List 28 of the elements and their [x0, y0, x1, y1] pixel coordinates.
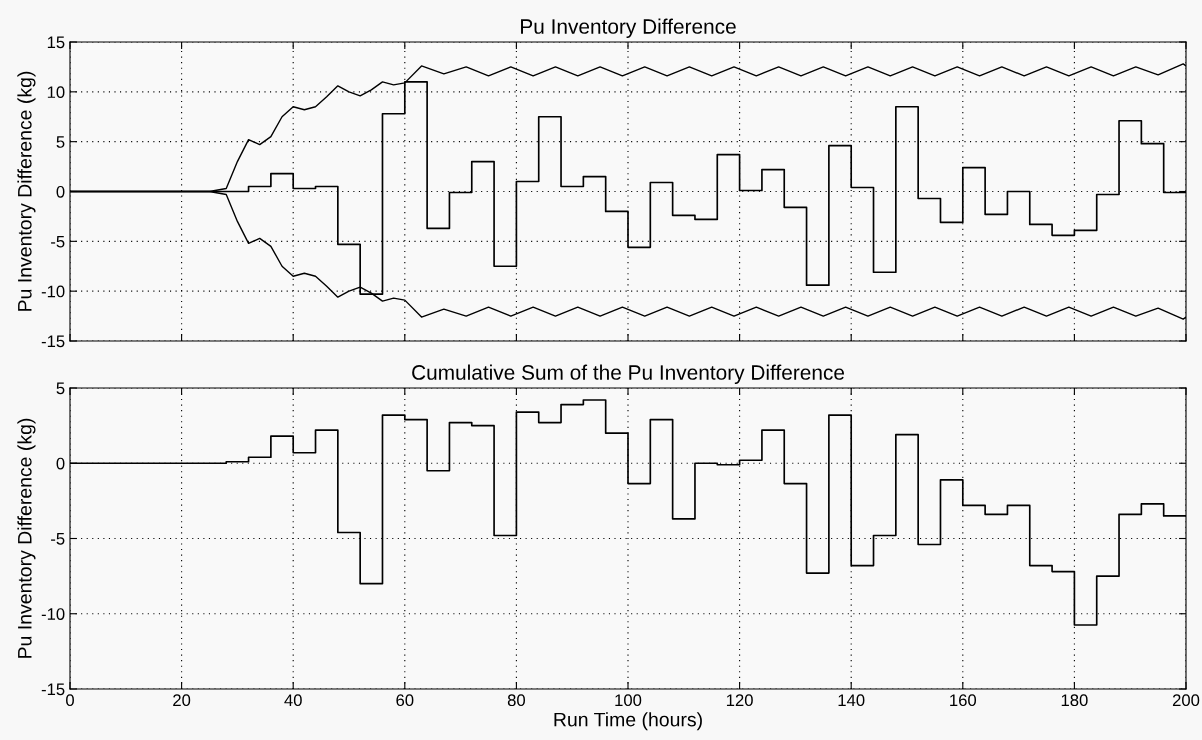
y-tick-label: 0	[56, 185, 65, 198]
x-tick-label: 40	[284, 694, 302, 707]
y-tick-label: -10	[41, 608, 65, 620]
x-tick-label: 120	[726, 694, 753, 707]
x-tick-label: 60	[396, 694, 414, 707]
x-tick-label: 80	[507, 694, 526, 707]
y-tick-label: 5	[56, 382, 65, 395]
chart-title: Pu Inventory Difference	[521, 18, 736, 38]
x-tick-label: 160	[950, 694, 977, 707]
x-tick-label: 180	[1061, 694, 1088, 707]
y-tick-label: -5	[51, 533, 65, 545]
y-tick-label: -10	[41, 285, 65, 298]
y-tick-label: 5	[56, 136, 65, 148]
x-tick-label: 100	[615, 694, 642, 707]
x-tick-label: 20	[173, 694, 191, 707]
y-tick-label: -5	[51, 235, 65, 248]
chart-title: Cumulative Sum of the Pu Inventory Difference	[412, 364, 845, 384]
y-tick-label: 0	[56, 457, 65, 470]
y-tick-label: 15	[47, 36, 65, 49]
y-axis-title: Pu Inventory Difference (kg)	[17, 71, 36, 311]
x-tick-label: 140	[838, 694, 865, 707]
x-axis-title: Run Time (hours)	[554, 712, 702, 731]
x-tick-label: 200	[1172, 694, 1200, 707]
x-tick-label: 0	[66, 694, 74, 707]
y-tick-label: 10	[47, 86, 65, 99]
y-tick-label: -15	[41, 683, 65, 696]
y-tick-label: -15	[41, 335, 65, 348]
y-axis-title: Pu Inventory Difference (kg)	[17, 418, 36, 658]
